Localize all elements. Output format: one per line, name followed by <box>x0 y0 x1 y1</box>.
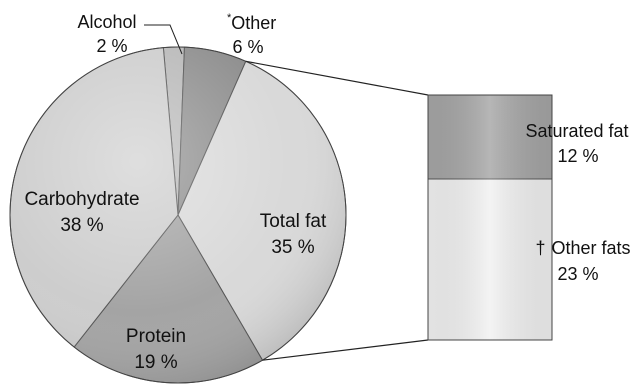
value-alcohol: 2 % <box>96 36 127 56</box>
label-other-fats-text: Other fats <box>551 238 630 258</box>
label-total-fat: Total fat <box>260 211 327 232</box>
label-saturated-fat: Saturated fat <box>525 121 628 141</box>
value-saturated-fat: 12 % <box>557 146 598 166</box>
value-total-fat: 35 % <box>271 237 314 258</box>
label-other-fats: † Other fats <box>535 238 630 258</box>
value-other-fats: 23 % <box>557 264 598 284</box>
label-other: *Other <box>227 12 276 33</box>
breakdown-connector-bottom <box>262 339 429 361</box>
alcohol-leader-line <box>144 24 183 55</box>
pie-shading <box>9 46 347 384</box>
value-other: 6 % <box>232 37 263 57</box>
label-carbohydrate: Carbohydrate <box>24 189 139 210</box>
breakdown-connector-top <box>245 60 429 96</box>
label-alcohol: Alcohol <box>77 12 136 32</box>
breakdown-bar <box>427 94 553 341</box>
label-protein: Protein <box>126 326 186 347</box>
marker-other: * <box>227 12 232 24</box>
bar-shading <box>427 94 553 341</box>
value-protein: 19 % <box>134 352 177 373</box>
value-carbohydrate: 38 % <box>60 215 103 236</box>
label-other-text: Other <box>231 13 276 33</box>
marker-other-fats: † <box>535 238 545 258</box>
